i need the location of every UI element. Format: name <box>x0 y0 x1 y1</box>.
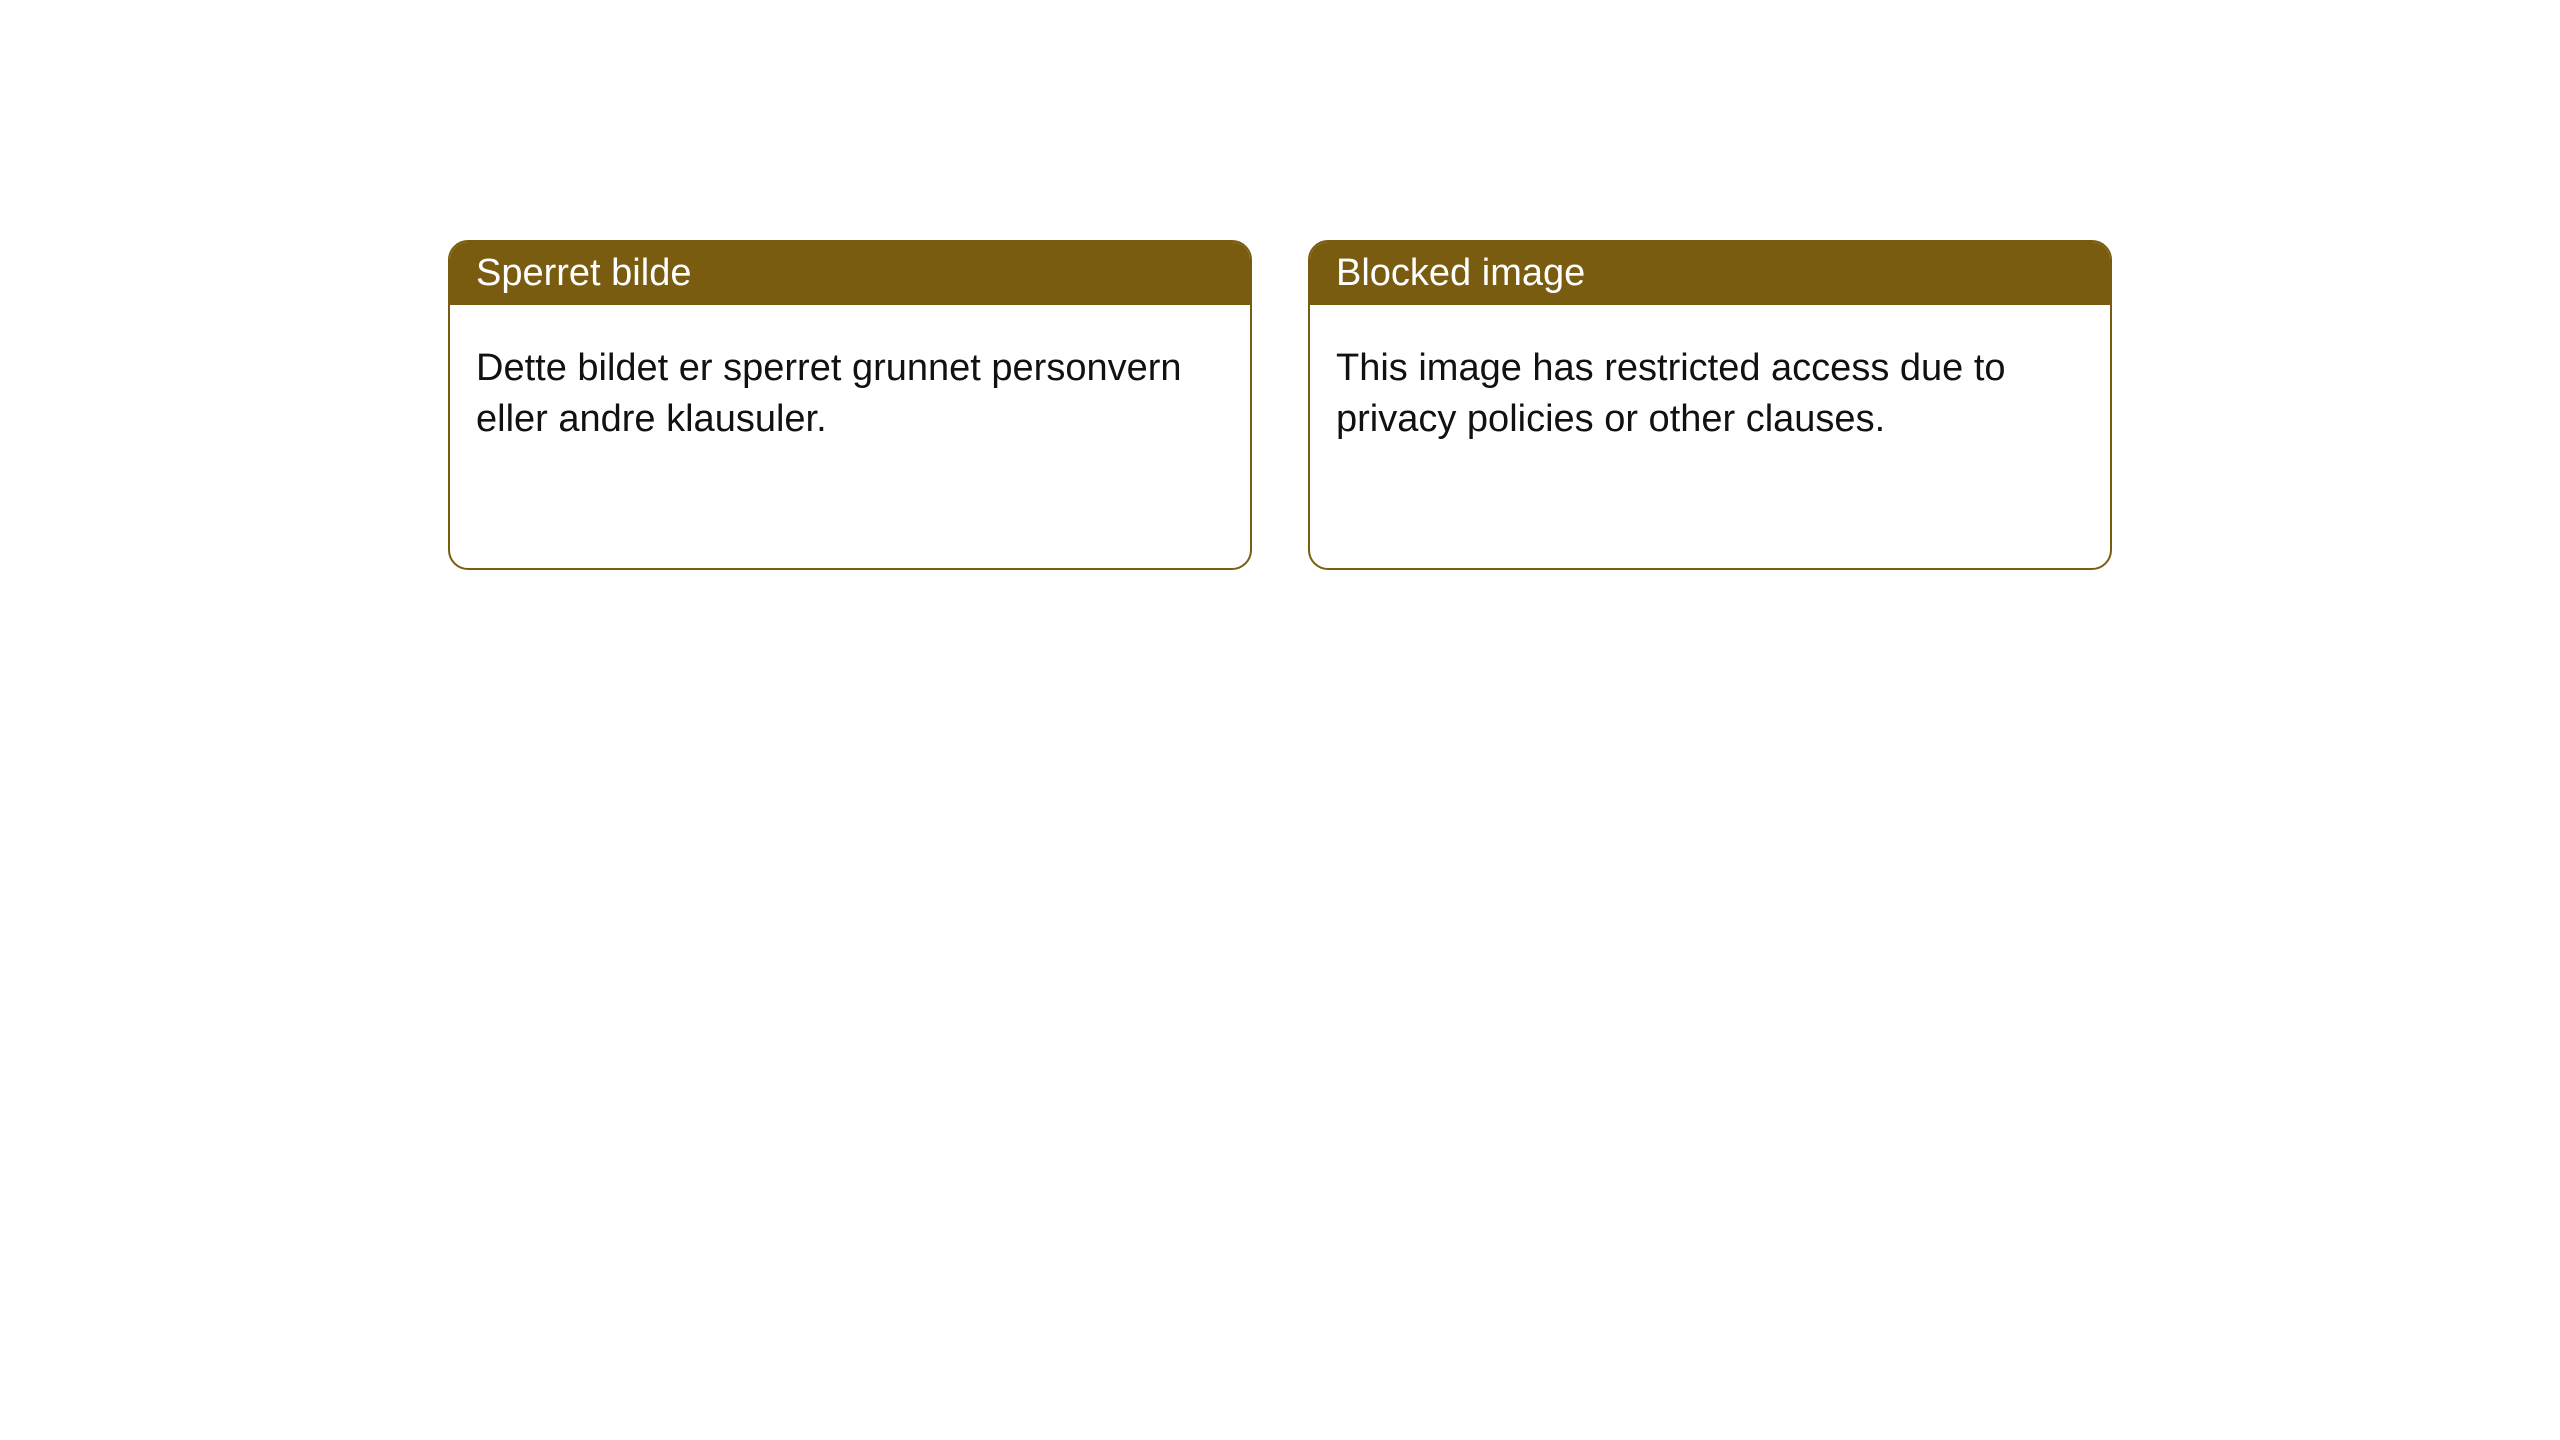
card-title: Sperret bilde <box>476 252 691 294</box>
blocked-image-card-no: Sperret bilde Dette bildet er sperret gr… <box>448 240 1252 570</box>
card-body: Dette bildet er sperret grunnet personve… <box>450 305 1250 484</box>
card-header: Blocked image <box>1310 242 2110 305</box>
card-header: Sperret bilde <box>450 242 1250 305</box>
blocked-image-card-en: Blocked image This image has restricted … <box>1308 240 2112 570</box>
cards-container: Sperret bilde Dette bildet er sperret gr… <box>0 0 2560 570</box>
card-body-text: Dette bildet er sperret grunnet personve… <box>476 347 1182 440</box>
card-title: Blocked image <box>1336 252 1585 294</box>
card-body: This image has restricted access due to … <box>1310 305 2110 484</box>
card-body-text: This image has restricted access due to … <box>1336 347 2006 440</box>
